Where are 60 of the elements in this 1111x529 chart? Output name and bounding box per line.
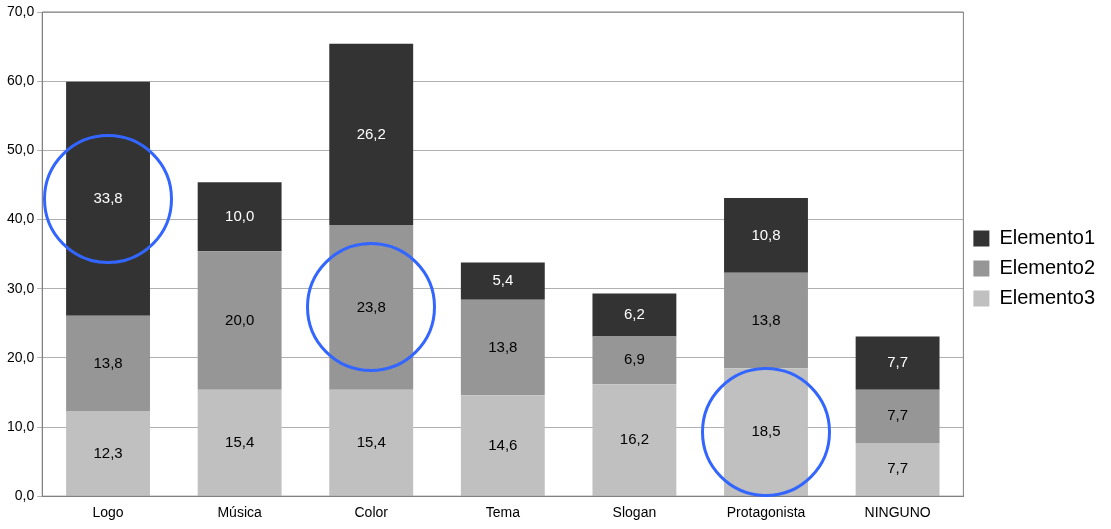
data-label: 18,5: [751, 422, 781, 440]
data-label: 7,7: [887, 459, 909, 477]
bar: [329, 43, 414, 226]
x-tick-label: Color: [354, 504, 389, 521]
bar: [460, 262, 545, 300]
x-tick-label: Logo: [92, 504, 124, 521]
data-label: 7,7: [887, 353, 909, 371]
bar: [460, 395, 545, 496]
y-tick-label: 40,0: [7, 210, 35, 227]
bar: [66, 315, 150, 412]
y-tick-label: 60,0: [7, 72, 35, 89]
data-label: 6,9: [623, 350, 645, 368]
x-tick-label: Slogan: [612, 504, 657, 521]
legend-label: Elemento1: [999, 226, 1096, 249]
bar: [460, 299, 545, 396]
data-label: 15,4: [356, 432, 386, 450]
legend-label: Elemento3: [999, 286, 1096, 309]
data-label: 26,2: [356, 124, 386, 142]
data-label: 33,8: [93, 188, 123, 206]
bar: [66, 411, 150, 496]
y-tick-label: 50,0: [7, 141, 35, 158]
bar: [329, 225, 414, 390]
x-tick-label: NINGUNO: [864, 504, 931, 521]
y-tick-label: 20,0: [7, 348, 35, 365]
data-label: 10,8: [751, 225, 781, 243]
data-label: 13,8: [488, 337, 518, 355]
x-tick-label: Música: [217, 504, 263, 521]
bar: [592, 336, 677, 385]
bar: [197, 389, 282, 496]
y-tick-label: 0,0: [14, 487, 35, 504]
data-label: 13,8: [751, 310, 781, 328]
data-label: 15,4: [225, 432, 255, 450]
bar: [592, 384, 677, 496]
bar: [66, 81, 150, 316]
bar: [724, 272, 808, 369]
data-label: 10,0: [225, 206, 255, 224]
x-tick-label: Tema: [485, 504, 521, 521]
bar: [855, 336, 940, 390]
legend-label: Elemento2: [999, 256, 1096, 279]
data-label: 5,4: [492, 271, 514, 289]
bar: [329, 389, 414, 496]
x-tick-label: Protagonista: [726, 504, 806, 521]
bar: [855, 389, 940, 443]
data-label: 12,3: [93, 443, 123, 461]
data-label: 20,0: [225, 310, 255, 328]
data-label: 13,8: [93, 353, 123, 371]
bar: [592, 293, 677, 337]
data-label: 23,8: [356, 297, 386, 315]
y-tick-label: 10,0: [7, 417, 35, 434]
bar: [197, 182, 282, 252]
bar: [855, 442, 940, 496]
data-label: 6,2: [623, 305, 645, 323]
bar: [724, 198, 808, 273]
y-tick-label: 30,0: [7, 279, 35, 296]
bar: [197, 251, 282, 390]
y-tick-label: 70,0: [7, 2, 35, 19]
bar: [724, 368, 808, 496]
data-label: 16,2: [619, 430, 650, 448]
data-label: 7,7: [887, 406, 909, 424]
data-label: 14,6: [488, 435, 518, 453]
